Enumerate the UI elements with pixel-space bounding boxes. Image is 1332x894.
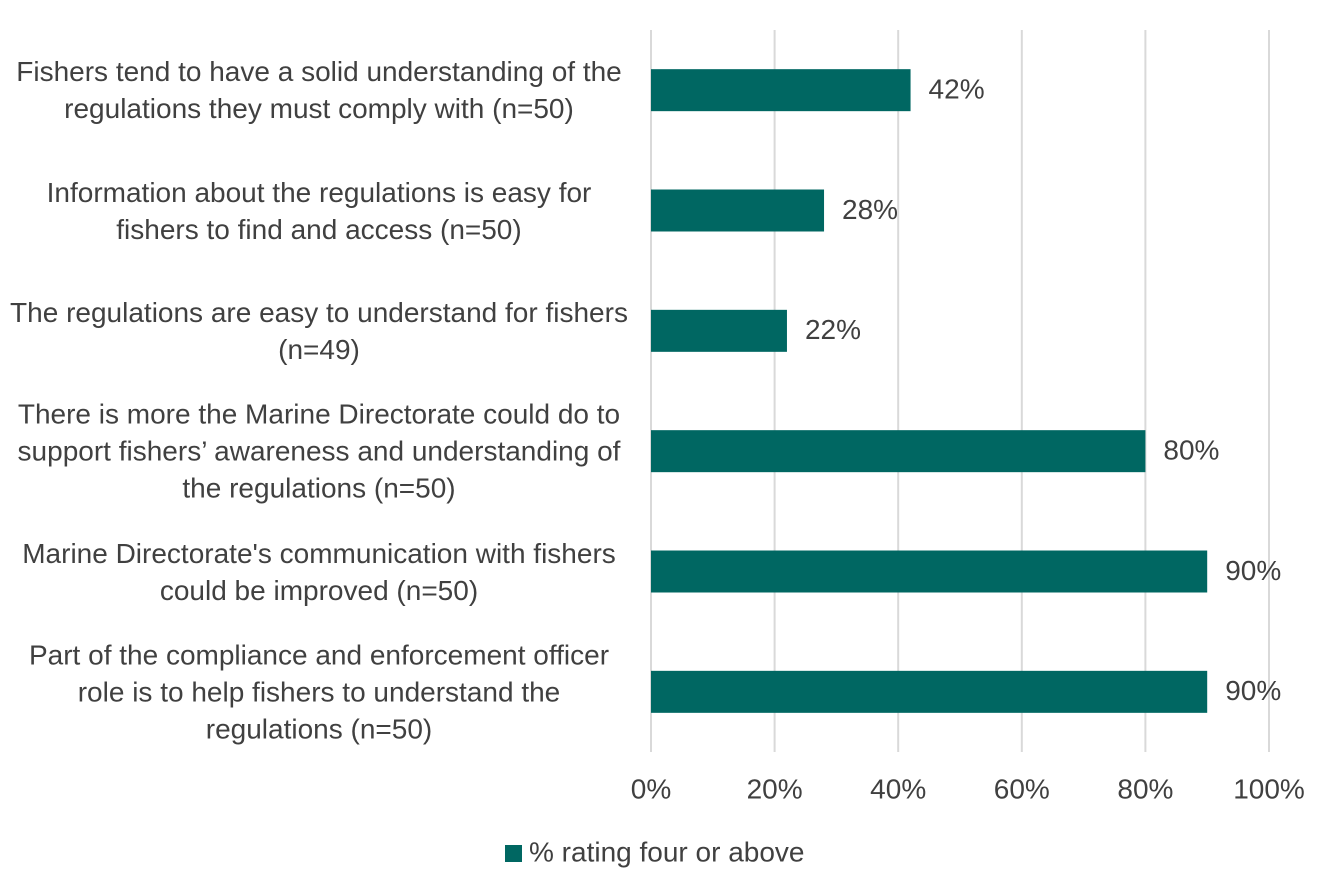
y-tick-label: Fishers tend to have a solid understandi… xyxy=(16,56,622,125)
data-label: 90% xyxy=(1225,675,1281,706)
bar xyxy=(651,309,787,352)
data-label: 42% xyxy=(929,74,985,105)
bar xyxy=(651,430,1146,473)
data-label: 90% xyxy=(1225,555,1281,586)
x-tick-label: 40% xyxy=(870,773,926,804)
x-tick-label: 20% xyxy=(747,773,803,804)
y-tick-label: Information about the regulations is eas… xyxy=(46,176,592,245)
x-tick-label: 0% xyxy=(631,773,671,804)
y-tick-label: Part of the compliance and enforcement o… xyxy=(28,639,610,745)
y-tick-label: The regulations are easy to understand f… xyxy=(10,296,628,365)
bar xyxy=(651,189,825,232)
data-label: 28% xyxy=(842,194,898,225)
bar xyxy=(651,69,911,112)
x-tick-label: 80% xyxy=(1117,773,1173,804)
y-tick-label: Marine Directorate's communication with … xyxy=(22,537,616,606)
y-tick-label: There is more the Marine Directorate cou… xyxy=(17,398,621,504)
legend-swatch xyxy=(505,845,522,862)
legend-label: % rating four or above xyxy=(529,836,805,867)
x-tick-label: 100% xyxy=(1233,773,1305,804)
bar xyxy=(651,670,1208,713)
bar xyxy=(651,550,1208,593)
data-label: 22% xyxy=(805,314,861,345)
data-label: 80% xyxy=(1163,435,1219,466)
x-tick-label: 60% xyxy=(994,773,1050,804)
